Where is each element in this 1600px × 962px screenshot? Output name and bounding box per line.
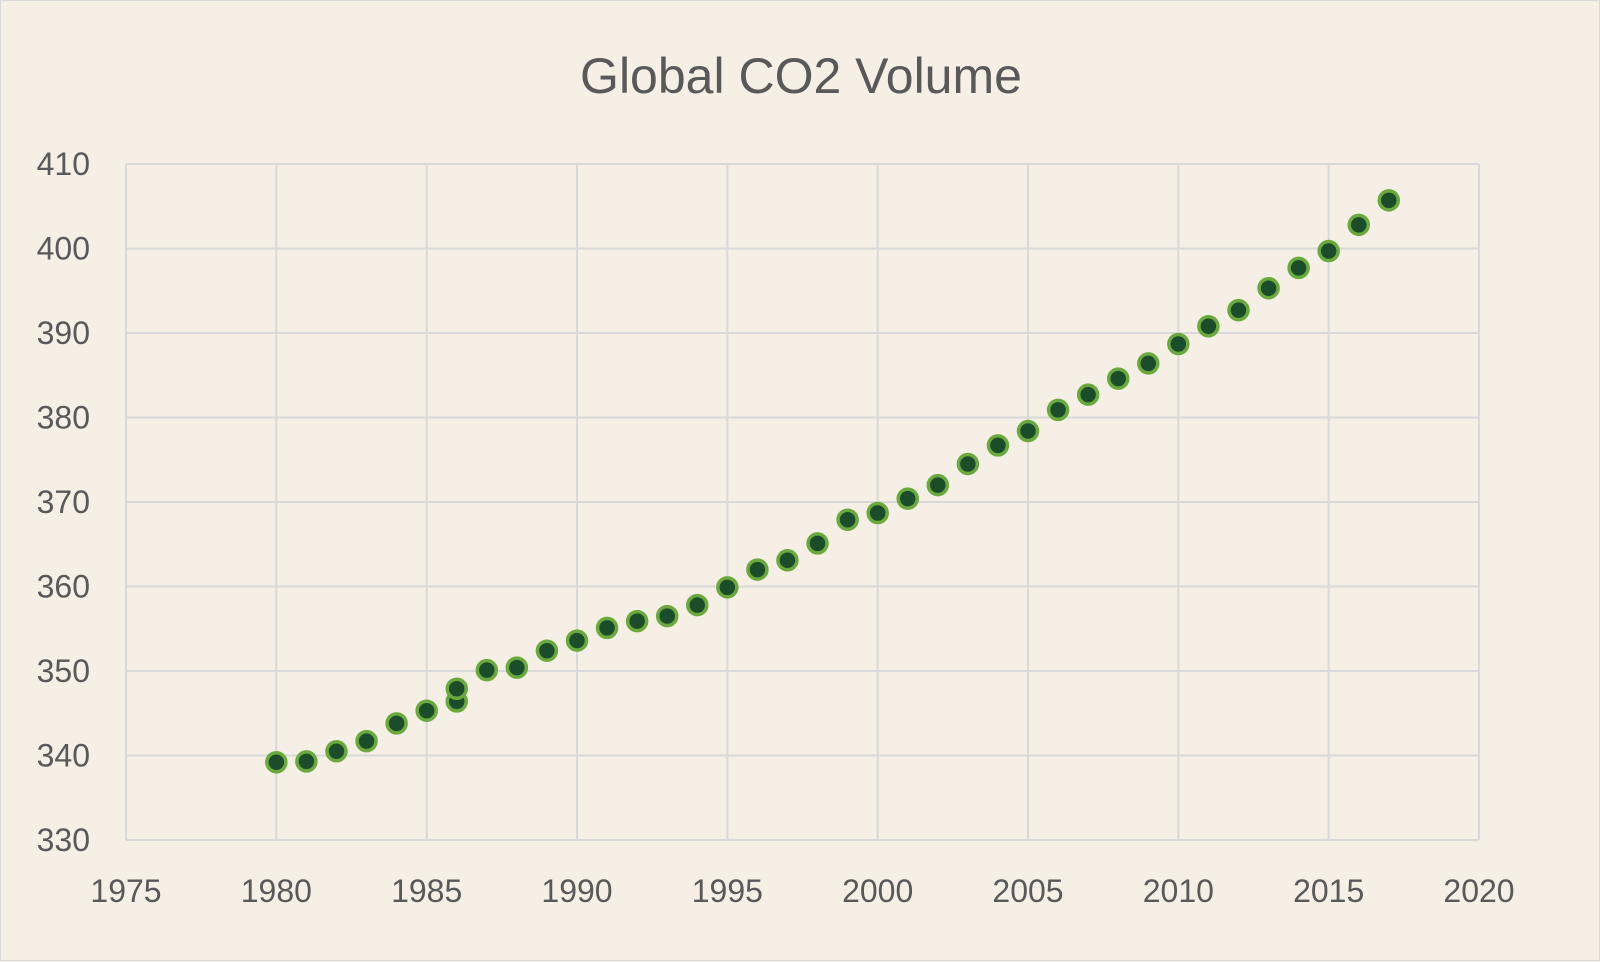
data-point bbox=[716, 576, 739, 599]
data-point bbox=[836, 508, 859, 531]
data-point bbox=[1106, 367, 1130, 390]
data-point bbox=[1137, 352, 1160, 375]
data-point bbox=[265, 751, 288, 774]
data-point bbox=[1317, 239, 1340, 263]
y-tick-label: 350 bbox=[37, 653, 90, 689]
x-tick-label: 2005 bbox=[992, 873, 1063, 909]
data-point bbox=[896, 487, 919, 510]
data-point bbox=[415, 699, 438, 722]
y-tick-label: 390 bbox=[37, 315, 90, 351]
data-point bbox=[686, 593, 709, 617]
data-point bbox=[565, 629, 589, 652]
x-tick-label: 2000 bbox=[842, 873, 913, 909]
y-tick-label: 410 bbox=[37, 146, 90, 182]
data-point bbox=[1046, 398, 1070, 422]
data-point bbox=[475, 658, 499, 682]
data-point bbox=[505, 656, 529, 679]
y-tick-label: 340 bbox=[37, 738, 90, 774]
y-tick-label: 400 bbox=[37, 231, 90, 267]
data-point bbox=[535, 639, 559, 662]
data-point bbox=[746, 558, 769, 581]
data-point bbox=[1076, 383, 1100, 406]
data-point bbox=[1016, 419, 1040, 443]
data-point bbox=[595, 616, 619, 640]
data-point bbox=[445, 677, 468, 700]
x-tick-label: 1975 bbox=[90, 873, 161, 909]
data-point bbox=[926, 473, 950, 497]
data-point bbox=[1377, 189, 1401, 212]
data-point bbox=[1227, 298, 1250, 322]
y-tick-label: 330 bbox=[37, 822, 90, 858]
y-tick-label: 370 bbox=[37, 484, 90, 520]
x-tick-label: 1995 bbox=[692, 873, 763, 909]
data-point bbox=[295, 750, 318, 773]
data-point bbox=[625, 609, 649, 633]
x-tick-label: 1990 bbox=[541, 873, 612, 909]
data-point bbox=[956, 452, 980, 476]
data-point bbox=[385, 712, 408, 735]
chart-title: Global CO2 Volume bbox=[580, 48, 1022, 104]
x-tick-label: 2010 bbox=[1143, 873, 1214, 909]
data-point bbox=[355, 729, 378, 753]
data-point bbox=[1287, 256, 1310, 280]
data-point bbox=[1167, 332, 1190, 356]
x-tick-label: 1985 bbox=[391, 873, 462, 909]
y-tick-label: 380 bbox=[37, 400, 90, 436]
data-point bbox=[1197, 314, 1220, 338]
data-point bbox=[866, 501, 889, 525]
data-point bbox=[325, 740, 348, 763]
x-tick-label: 2015 bbox=[1293, 873, 1364, 909]
data-point bbox=[1347, 213, 1370, 237]
data-point bbox=[986, 434, 1010, 457]
data-point bbox=[776, 549, 799, 572]
x-tick-label: 1980 bbox=[241, 873, 312, 909]
data-point bbox=[655, 604, 679, 628]
data-point bbox=[1257, 276, 1280, 300]
x-tick-label: 2020 bbox=[1443, 873, 1514, 909]
data-point bbox=[806, 532, 829, 555]
y-tick-label: 360 bbox=[37, 569, 90, 605]
